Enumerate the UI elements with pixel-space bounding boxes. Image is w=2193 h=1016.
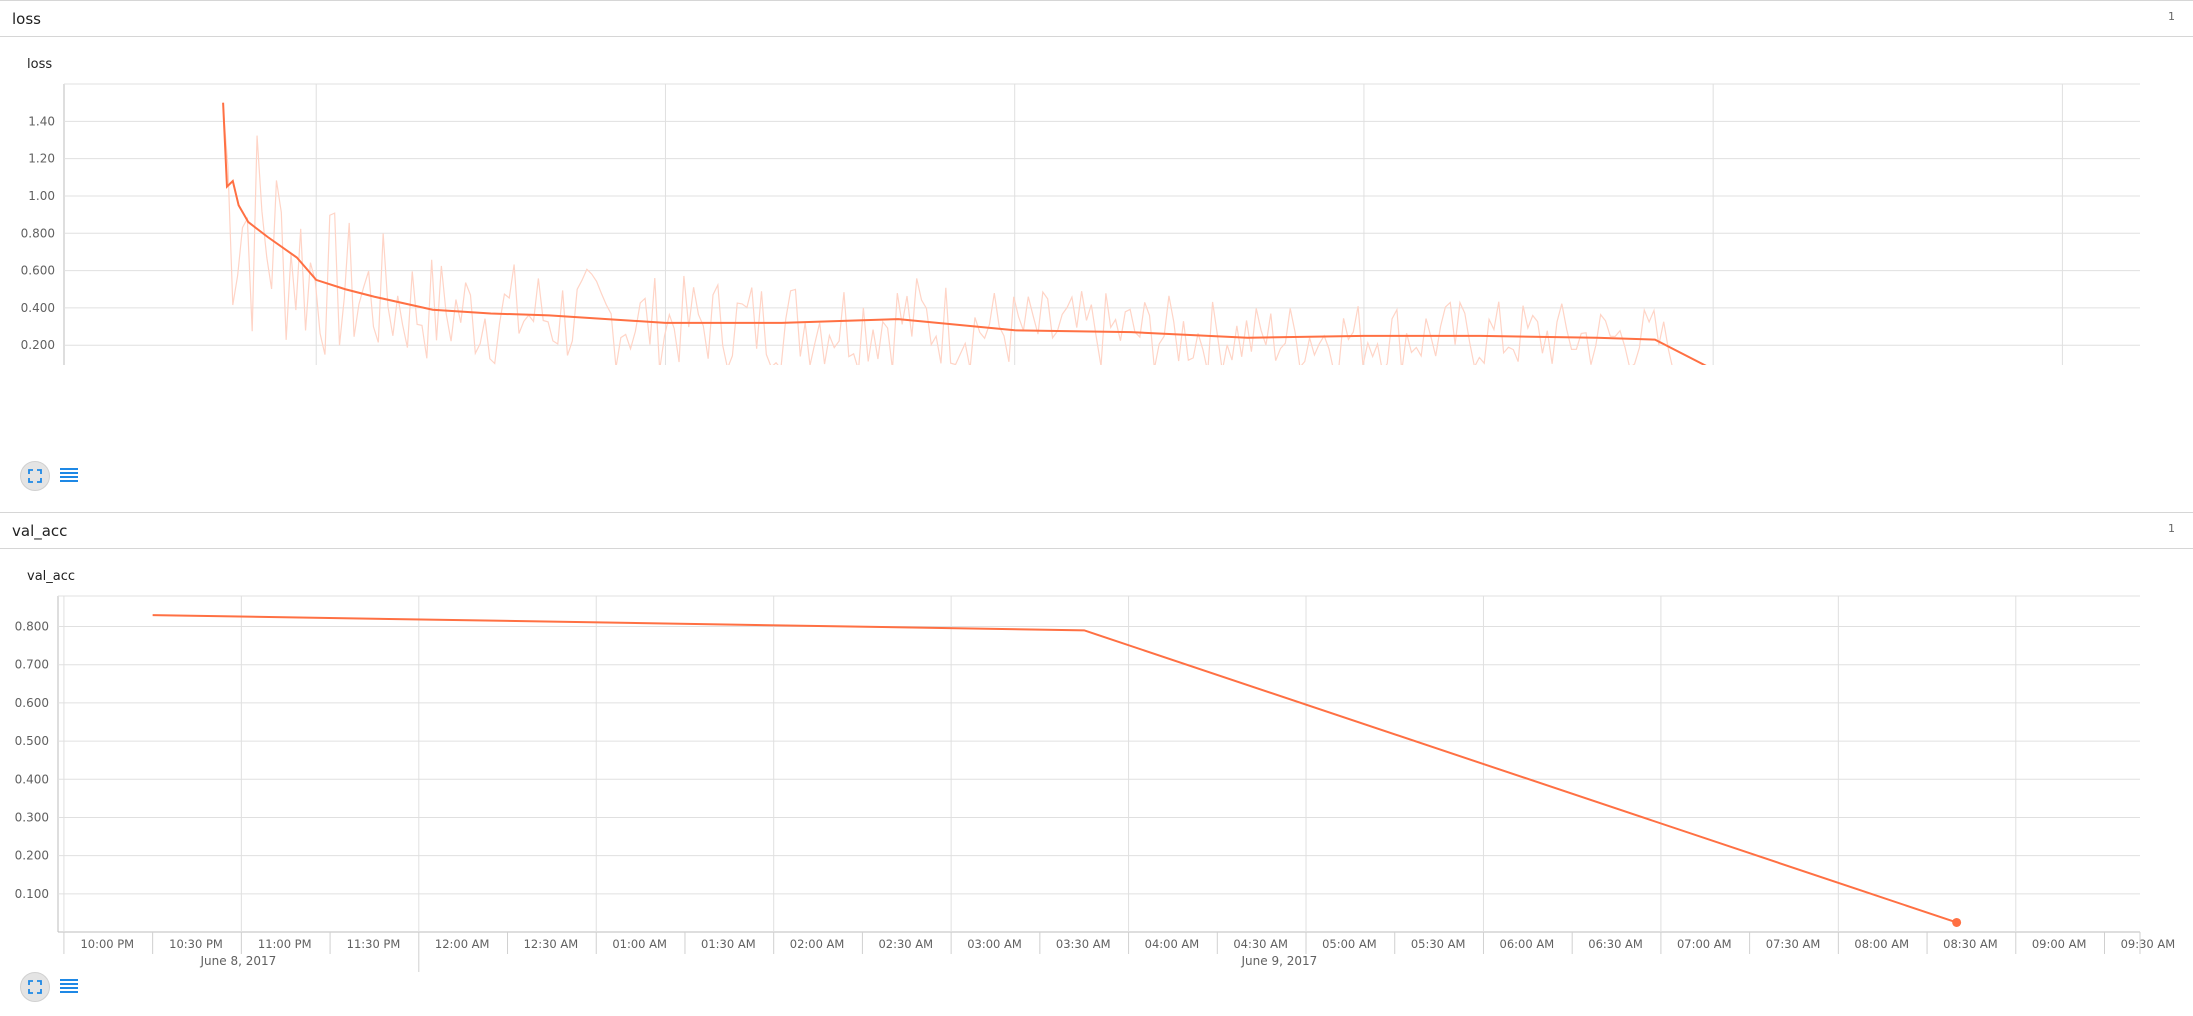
x-tick-label: 03:30 AM [1056, 937, 1111, 951]
y-tick-label: 0.300 [15, 810, 49, 824]
chart-title: val_acc [27, 569, 76, 584]
loss-chart[interactable]: 0.000.2000.4000.6000.8001.001.201.4004:0… [0, 0, 2193, 365]
x-tick-label: 05:30 AM [1411, 937, 1466, 951]
x-tick-label: 08:30 AM [1943, 937, 1998, 951]
y-tick-label: 1.40 [28, 114, 55, 128]
x-tick-label: 02:00 AM [790, 937, 845, 951]
date-label: June 9, 2017 [1241, 954, 1318, 968]
x-tick-label: 11:00 PM [258, 937, 312, 951]
y-tick-label: 0.600 [15, 696, 49, 710]
val-acc-chart[interactable]: 0.100 0.200 0.300 0.400 0.500 0.600 0.700 0.800… [0, 512, 2193, 972]
x-tick-label: 06:00 AM [1500, 937, 1555, 951]
section-count: 1 [2168, 10, 2175, 23]
val-acc-section: val_acc 1 val_acc 0.100 0.200 0.300 0.400 0.… [0, 512, 2193, 1016]
x-tick-label: 05:00 AM [1322, 937, 1377, 951]
series-line [222, 102, 1707, 365]
section-title: loss [12, 10, 41, 28]
x-tick-label: 01:30 AM [701, 937, 756, 951]
x-tick-label: 10:30 PM [169, 937, 223, 951]
x-tick-label: 06:30 AM [1588, 937, 1643, 951]
y-tick-label: 0.800 [15, 620, 49, 634]
x-tick-label: 12:00 AM [435, 937, 490, 951]
x-tick-label: 01:00 AM [612, 937, 667, 951]
toggle-data-button[interactable] [58, 464, 80, 486]
end-point-marker [1952, 917, 1962, 927]
x-tick-label: 08:00 AM [1854, 937, 1909, 951]
y-tick-label: 0.200 [15, 849, 49, 863]
x-tick-label: 09:00 AM [2032, 937, 2087, 951]
section-title: val_acc [12, 522, 68, 540]
y-tick-label: 0.400 [15, 772, 49, 786]
x-tick-label: 07:00 AM [1677, 937, 1732, 951]
x-tick-label: 10:00 PM [80, 937, 134, 951]
chart-title: loss [27, 57, 53, 72]
y-tick-label: 0.100 [15, 887, 49, 901]
y-tick-label: 1.20 [28, 152, 55, 166]
x-tick-label: 03:00 AM [967, 937, 1022, 951]
expand-button[interactable] [20, 972, 50, 1002]
series-line [152, 614, 1957, 924]
x-tick-label: 11:30 PM [347, 937, 401, 951]
x-tick-label: 04:00 AM [1145, 937, 1200, 951]
x-tick-label: 07:30 AM [1766, 937, 1821, 951]
x-tick-label: 04:30 AM [1233, 937, 1288, 951]
expand-button[interactable] [20, 461, 50, 491]
section-header[interactable]: val_acc 1 [0, 512, 2193, 549]
y-tick-label: 0.400 [21, 301, 55, 315]
x-tick-label: 09:30 AM [2121, 937, 2176, 951]
x-tick-label: 12:30 AM [524, 937, 579, 951]
section-header[interactable]: loss 1 [0, 0, 2193, 37]
y-tick-label: 0.700 [15, 658, 49, 672]
loss-section: loss 1 loss 0.000.2000.4000.6000.8001.00… [0, 0, 2193, 491]
y-tick-label: 0.800 [21, 226, 55, 240]
y-tick-label: 0.600 [21, 264, 55, 278]
date-label: June 8, 2017 [200, 954, 277, 968]
toggle-data-button[interactable] [58, 975, 80, 997]
raw-series-line [222, 106, 1673, 365]
y-tick-label: 1.00 [28, 189, 55, 203]
section-count: 1 [2168, 522, 2175, 535]
x-tick-label: 02:30 AM [878, 937, 933, 951]
y-tick-label: 0.500 [15, 734, 49, 748]
y-tick-label: 0.200 [21, 338, 55, 352]
